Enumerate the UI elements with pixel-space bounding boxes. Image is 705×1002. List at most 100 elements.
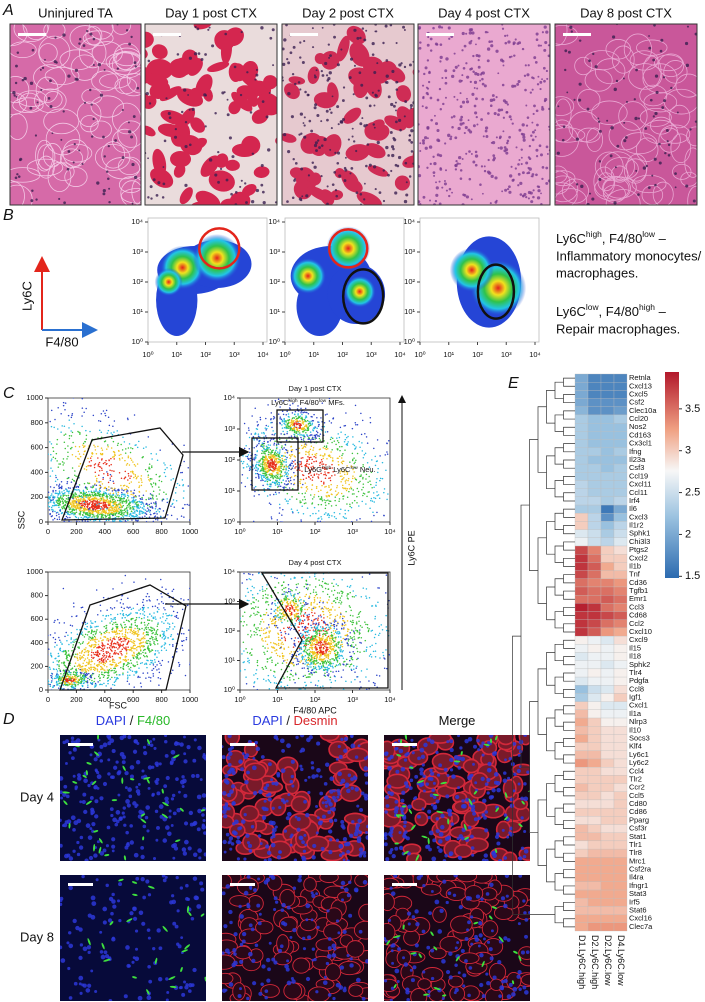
nucleus: [312, 27, 314, 29]
event: [371, 459, 373, 461]
event: [289, 499, 291, 501]
event: [248, 465, 250, 467]
event: [272, 464, 274, 466]
event: [261, 475, 263, 477]
event: [353, 471, 355, 473]
nucleus: [658, 143, 661, 146]
event: [345, 412, 347, 414]
event: [156, 453, 158, 455]
event: [69, 435, 71, 437]
event: [123, 500, 125, 502]
event: [9, 459, 11, 461]
event: [80, 463, 82, 465]
event: [249, 470, 251, 472]
nucleus: [568, 51, 571, 54]
nucleus: [209, 27, 211, 29]
event: [112, 508, 114, 510]
event: [318, 517, 320, 519]
nucleus: [480, 118, 483, 121]
event: [298, 492, 300, 494]
event: [329, 420, 331, 422]
event: [57, 428, 59, 430]
nucleus: [522, 133, 525, 136]
nucleus: [40, 69, 42, 71]
nucleus: [530, 200, 533, 203]
event: [345, 488, 347, 490]
nucleus: [373, 105, 375, 107]
nucleus: [185, 121, 187, 123]
nucleus: [230, 193, 233, 196]
event: [130, 491, 132, 493]
event: [159, 476, 161, 478]
event: [288, 480, 290, 482]
event: [83, 443, 85, 445]
event: [63, 458, 65, 460]
nucleus: [444, 180, 446, 182]
event: [96, 453, 98, 455]
event: [116, 516, 118, 518]
event: [63, 506, 65, 508]
event: [135, 516, 137, 518]
event: [344, 441, 346, 443]
event: [133, 512, 135, 514]
event: [76, 511, 78, 513]
nucleus: [484, 84, 487, 87]
nucleus: [491, 142, 493, 144]
event: [74, 470, 76, 472]
event: [177, 518, 179, 520]
event: [301, 487, 303, 489]
event: [118, 513, 120, 515]
event: [326, 447, 328, 449]
event: [234, 411, 236, 413]
event: [64, 425, 66, 427]
nucleus: [576, 138, 579, 141]
event: [88, 483, 90, 485]
nucleus: [464, 45, 467, 48]
event: [276, 478, 278, 480]
nucleus: [522, 48, 524, 50]
event: [40, 507, 42, 509]
y-tick-label: 10⁴: [403, 217, 415, 226]
nucleus: [404, 100, 407, 103]
nucleus: [35, 198, 37, 200]
event: [86, 502, 88, 504]
event: [284, 459, 286, 461]
event: [402, 529, 404, 531]
event: [113, 497, 115, 499]
nucleus: [496, 96, 498, 98]
nucleus: [476, 87, 478, 89]
event: [174, 554, 176, 556]
event: [427, 492, 429, 494]
y-tick-label: 10⁴: [131, 217, 143, 226]
event: [38, 511, 40, 513]
event: [263, 445, 265, 447]
nucleus: [329, 108, 331, 110]
event: [255, 456, 257, 458]
event: [353, 493, 355, 495]
event: [318, 510, 320, 512]
event: [310, 457, 312, 459]
event: [346, 490, 348, 492]
event: [86, 512, 88, 514]
nucleus: [564, 69, 566, 71]
nucleus: [135, 65, 137, 67]
event: [292, 488, 294, 490]
scale-bar: [18, 33, 46, 36]
event: [96, 480, 98, 482]
nucleus: [544, 100, 546, 102]
nucleus: [461, 49, 463, 51]
nucleus: [666, 129, 669, 132]
nucleus: [468, 150, 471, 153]
event: [118, 516, 120, 518]
nucleus: [460, 123, 463, 126]
panel-label: B: [3, 207, 14, 224]
event: [267, 478, 269, 480]
event: [126, 486, 128, 488]
panel-label: C: [3, 385, 15, 402]
event: [81, 503, 83, 505]
event: [119, 458, 121, 460]
event: [103, 463, 105, 465]
event: [53, 502, 55, 504]
event: [44, 458, 46, 460]
event: [34, 485, 36, 487]
